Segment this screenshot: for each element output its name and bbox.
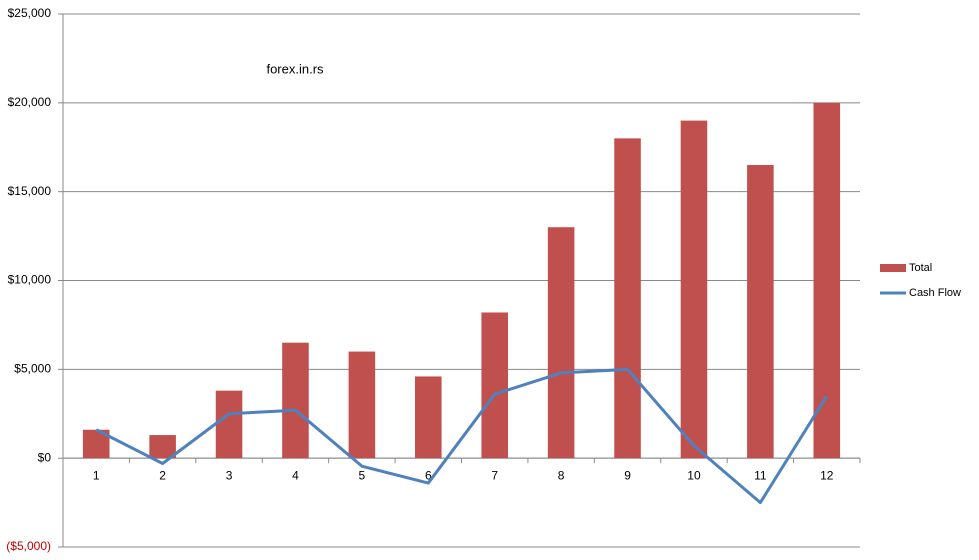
bar bbox=[813, 102, 841, 459]
y-tick-label: $5,000 bbox=[14, 362, 51, 376]
bar bbox=[614, 138, 641, 459]
bar bbox=[481, 312, 508, 459]
bar bbox=[747, 165, 774, 459]
y-tick-label: $25,000 bbox=[8, 6, 52, 20]
y-tick-label: $20,000 bbox=[8, 95, 52, 109]
line bbox=[95, 367, 829, 505]
legend-label: Cash Flow bbox=[909, 287, 961, 299]
legend-label: Total bbox=[909, 262, 932, 274]
bar bbox=[215, 390, 243, 459]
x-tick-label: 3 bbox=[226, 468, 233, 482]
x-tick-label: 8 bbox=[558, 468, 565, 482]
y-tick-label: $10,000 bbox=[8, 273, 52, 287]
x-tick-label: 10 bbox=[687, 468, 701, 482]
x-tick-label: 2 bbox=[159, 468, 166, 482]
y-tick-label: $15,000 bbox=[8, 184, 52, 198]
legend-swatch bbox=[880, 264, 906, 272]
x-tick-label: 1 bbox=[93, 468, 100, 482]
annotation: forex.in.rs bbox=[266, 61, 324, 76]
bar bbox=[547, 227, 575, 459]
x-tick-label: 6 bbox=[425, 468, 432, 482]
x-tick-label: 11 bbox=[754, 468, 767, 482]
y-tick-label: ($5,000) bbox=[6, 539, 51, 553]
bar bbox=[680, 120, 708, 459]
bar bbox=[415, 376, 442, 459]
x-tick-label: 5 bbox=[359, 468, 366, 482]
bar bbox=[149, 435, 176, 459]
x-tick-label: 4 bbox=[292, 468, 299, 482]
bar bbox=[348, 351, 376, 459]
x-tick-label: 9 bbox=[624, 468, 631, 482]
bar bbox=[282, 342, 309, 459]
y-tick-label: $0 bbox=[38, 450, 52, 464]
x-tick-label: 12 bbox=[820, 468, 834, 482]
x-tick-label: 7 bbox=[491, 468, 498, 482]
